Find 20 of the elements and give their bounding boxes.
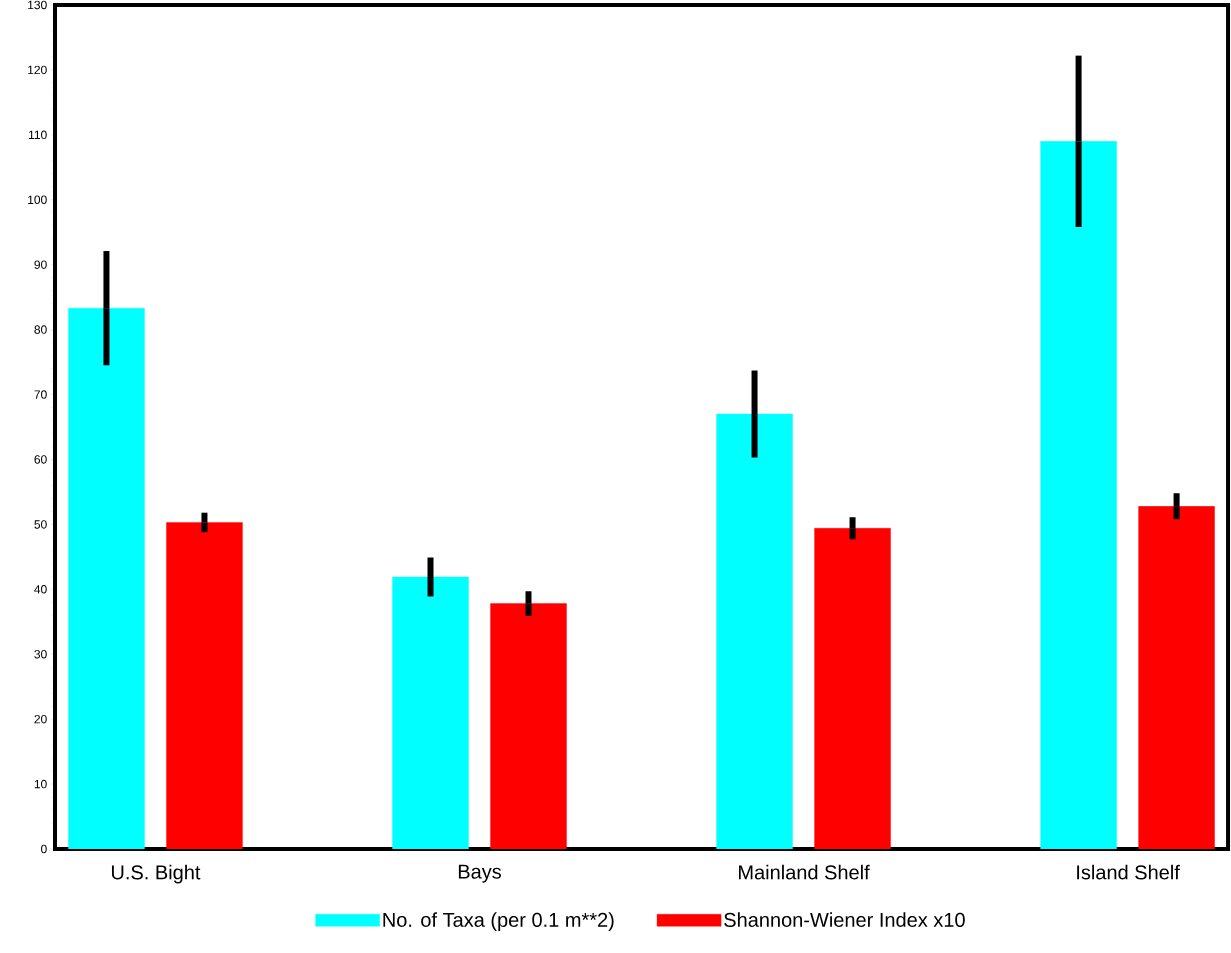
y-tick-label: 40	[34, 585, 47, 594]
y-tick-label: 130	[28, 0, 47, 10]
y-tick-label: 90	[34, 260, 47, 269]
y-tick-label: 80	[34, 325, 47, 334]
legend-label: Shannon-Wiener Index x10	[724, 912, 965, 927]
y-tick-label: 120	[28, 65, 47, 75]
y-tick-label: 30	[34, 649, 47, 659]
y-tick-label: 0	[41, 844, 47, 854]
y-tick-label: 10	[34, 779, 47, 789]
y-tick-label: 50	[34, 520, 47, 529]
y-tick-label: 110	[29, 130, 47, 140]
x-tick-label: Bays	[458, 864, 502, 883]
x-tick-label: Mainland Shelf	[739, 864, 870, 880]
y-tick-label: 100	[28, 195, 47, 205]
y-tick-label: 20	[34, 714, 47, 724]
x-tick-label: U.S. Bight	[111, 864, 201, 884]
legend-label: No. of Taxa (per 0.1 m**2)	[383, 912, 614, 931]
y-tick-label: 60	[34, 455, 47, 464]
y-tick-label: 70	[34, 390, 47, 399]
x-tick-label: Island Shelf	[1077, 864, 1180, 880]
